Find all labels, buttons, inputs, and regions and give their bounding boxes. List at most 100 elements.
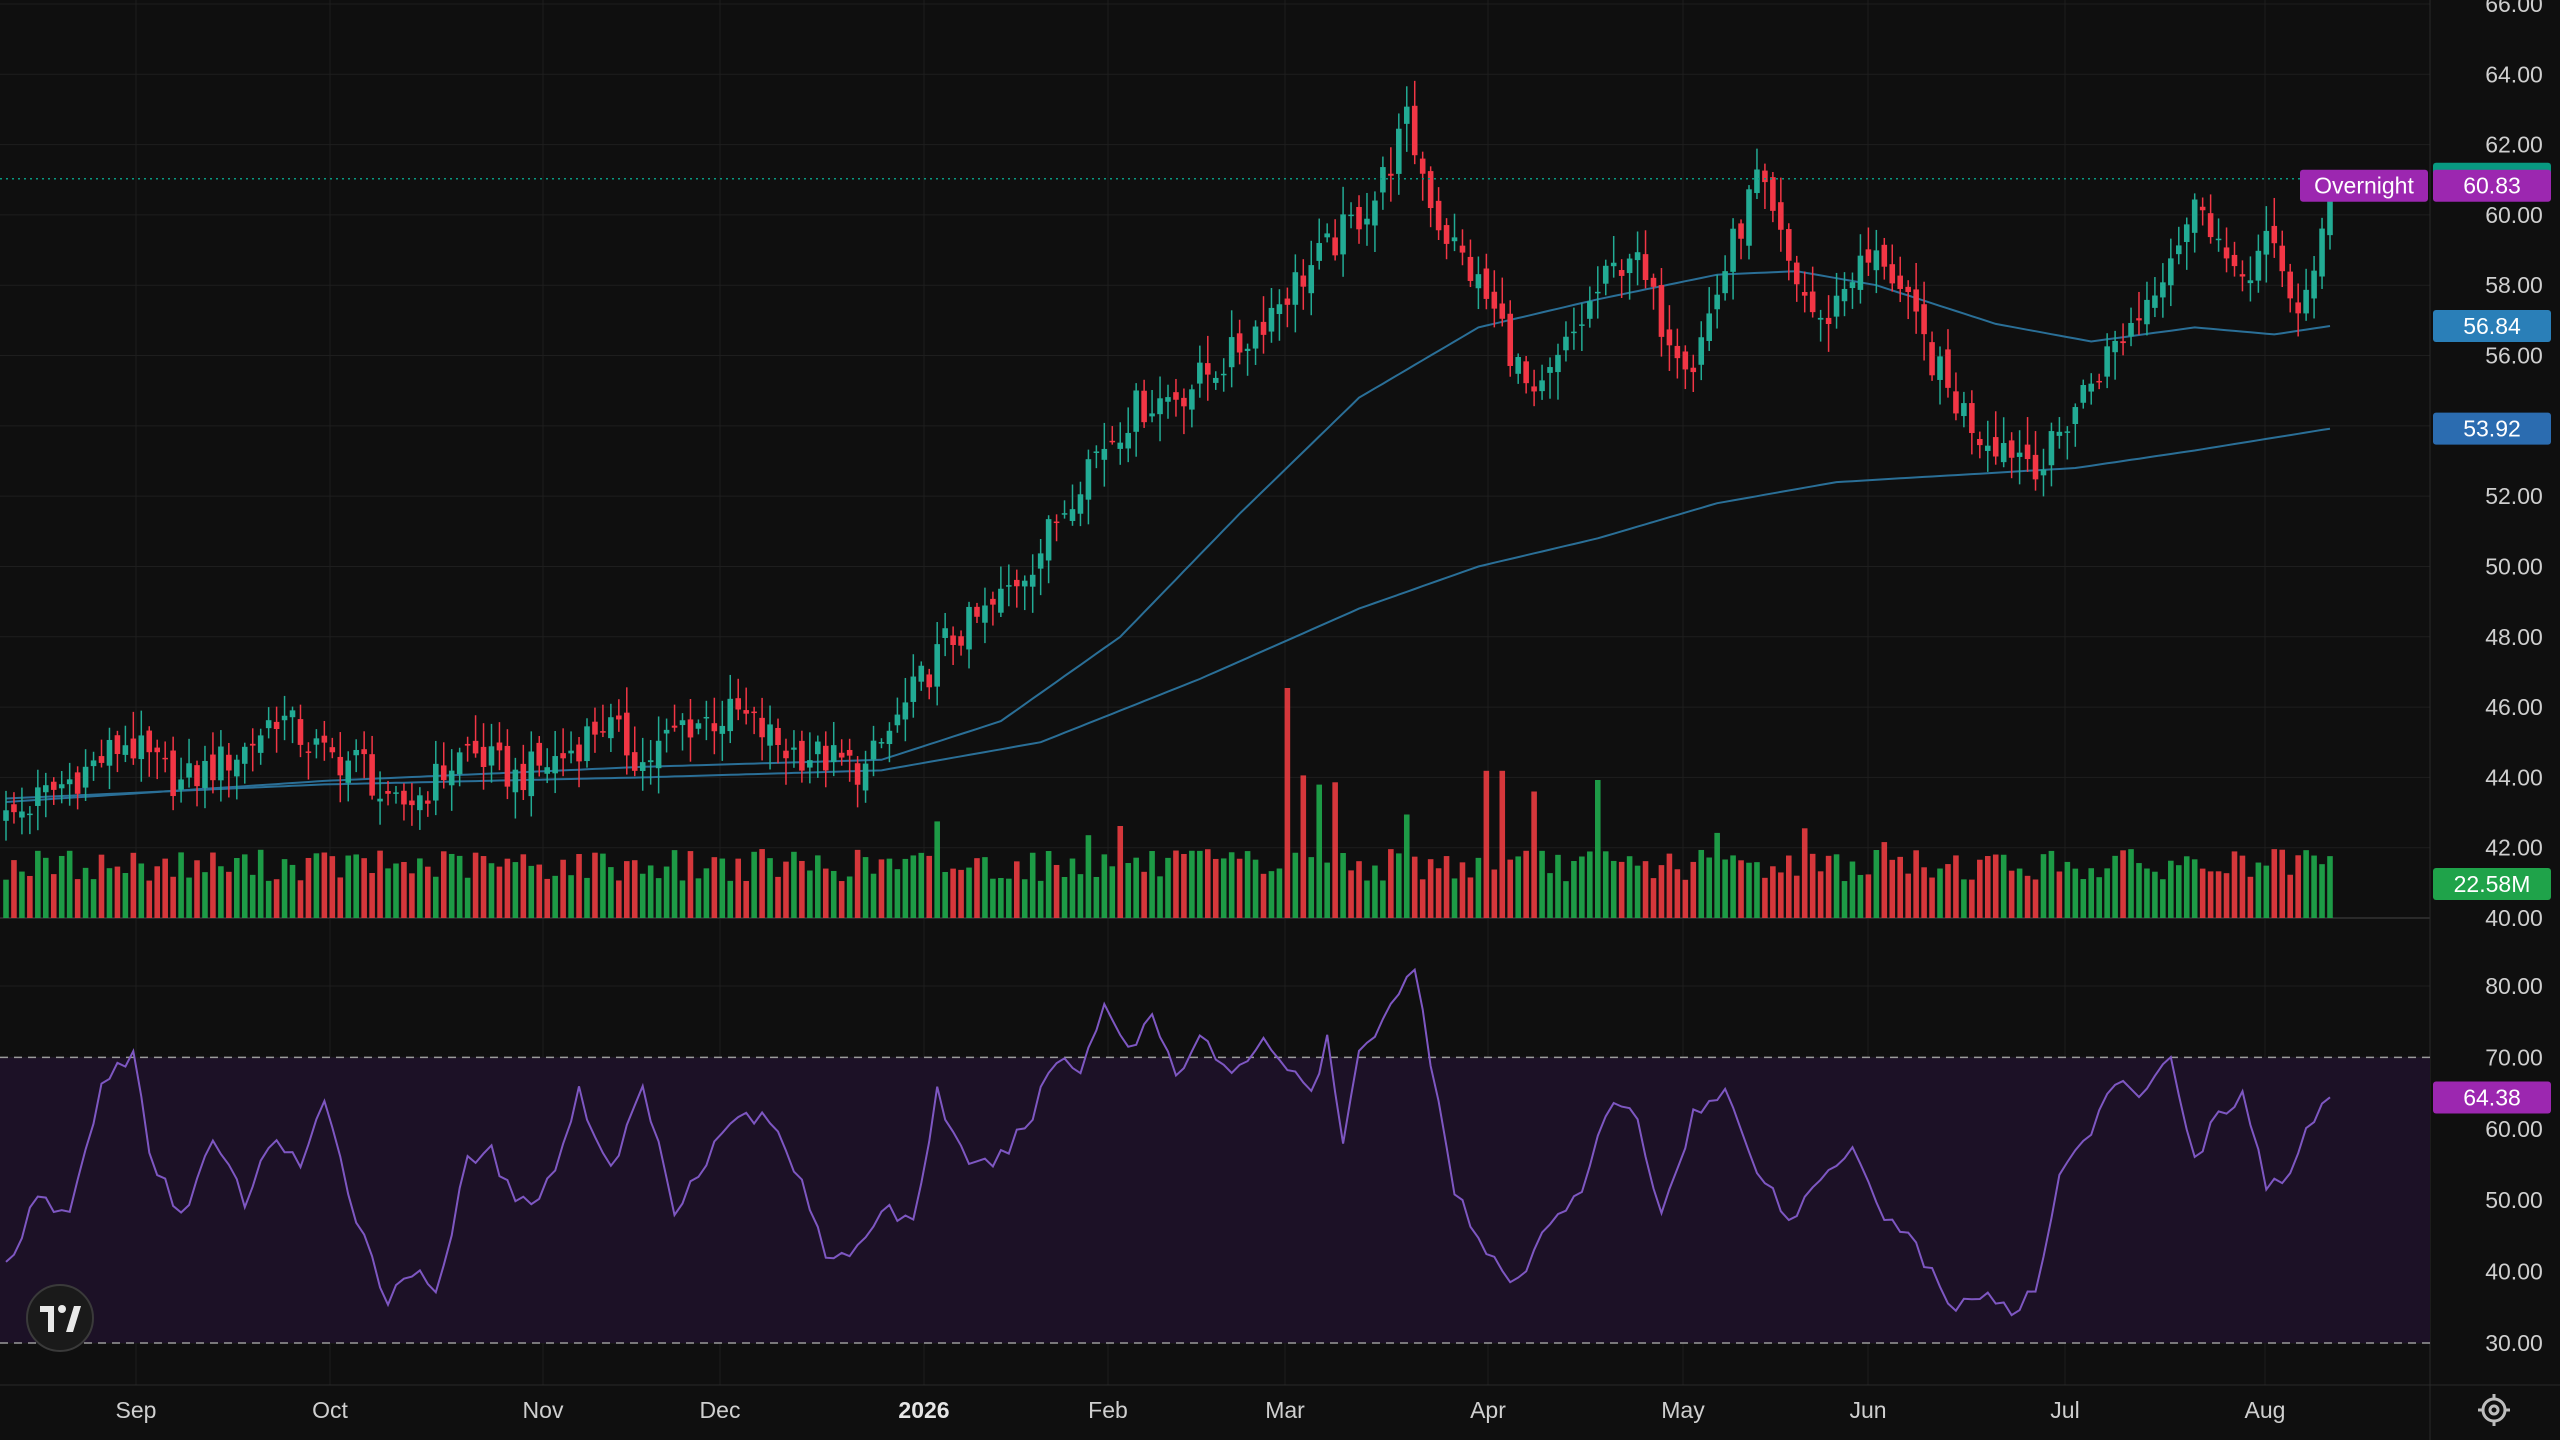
time-tick-label: 2026 [898, 1397, 949, 1423]
ma-long-tag-bg [2433, 412, 2551, 445]
candle-body [1403, 106, 1410, 124]
volume-bar [1587, 851, 1593, 918]
volume-bar [130, 852, 137, 918]
volume-bar [1157, 876, 1163, 918]
candle-body [1316, 243, 1323, 261]
volume-bar [727, 880, 734, 918]
volume-bar [2048, 850, 2055, 918]
candle-body [241, 746, 248, 764]
volume-bar [870, 873, 877, 918]
volume-bar [2040, 854, 2047, 918]
candle-body [1507, 313, 1514, 366]
volume-bar [1260, 873, 1267, 918]
volume-bar [1029, 852, 1036, 918]
candle-body [456, 752, 463, 775]
candle-body [472, 740, 479, 754]
candle-body [496, 742, 503, 751]
rsi-tick-label: 40.00 [2485, 1259, 2543, 1285]
volume-bar [1682, 879, 1689, 918]
candle-body [2263, 230, 2270, 255]
candle-body [735, 698, 742, 710]
volume-bar [82, 867, 89, 918]
candle-body [1610, 262, 1617, 267]
candle-body [170, 750, 176, 797]
volume-bar [170, 876, 176, 918]
time-axis[interactable]: Sep Oct Nov Dec 2026 Feb Mar Apr May Jun Jul Aug [116, 1397, 2286, 1423]
volume-bar [226, 871, 232, 918]
candle-body [1634, 252, 1641, 261]
candle-body [1778, 202, 1784, 230]
candle-body [791, 747, 797, 750]
candle-body [2088, 383, 2095, 392]
volume-bar [1189, 850, 1195, 918]
volume-bar [838, 881, 845, 918]
volume-bar [1555, 854, 1561, 918]
candle-body [2183, 224, 2190, 243]
volume-bar [767, 858, 773, 918]
volume-bar [448, 853, 455, 918]
overnight-price-tag: 60.83 [2463, 173, 2521, 199]
candle-body [2271, 225, 2278, 244]
candle-body [337, 756, 344, 776]
volume-bar [1348, 870, 1354, 918]
time-tick-label: Sep [116, 1397, 157, 1423]
candle-body [257, 735, 264, 753]
volume-bar [1722, 859, 1728, 918]
candle-body [512, 769, 519, 793]
volume-bar [50, 874, 57, 918]
price-tick-label: 52.00 [2485, 483, 2543, 509]
candle-body [464, 743, 471, 746]
volume-bar [313, 853, 320, 918]
candle-body [1905, 286, 1911, 292]
candle-body [966, 606, 972, 650]
candle-body [1921, 304, 1927, 335]
candle-body [1977, 438, 1983, 446]
volume-bar [1435, 868, 1442, 918]
price-tick-label: 50.00 [2485, 553, 2543, 579]
volume-bar [480, 856, 487, 918]
volume-bar [1571, 861, 1577, 918]
volume-bar [711, 857, 718, 918]
volume-bar [1642, 861, 1649, 918]
volume-bar [902, 858, 909, 918]
volume-bar [592, 852, 598, 918]
volume-bar [2279, 849, 2286, 918]
candle-body [1579, 324, 1585, 326]
volume-bar [552, 875, 558, 918]
candle-body [990, 598, 996, 605]
volume-bar [2008, 870, 2015, 918]
price-tick-label: 44.00 [2485, 764, 2543, 790]
volume-bar [329, 856, 336, 918]
volume-bar [1539, 850, 1545, 918]
volume-bar [807, 870, 813, 918]
candle-body [552, 756, 558, 774]
volume-bar [942, 871, 948, 918]
volume-bar [1833, 854, 1840, 918]
volume-bar [1459, 862, 1466, 918]
volume-bar [2056, 871, 2063, 918]
volume-bar [639, 873, 646, 918]
candle-body [1547, 367, 1553, 373]
volume-bar [1372, 865, 1378, 918]
candle-body [1746, 189, 1752, 246]
gear-icon[interactable] [2478, 1394, 2510, 1426]
candle-body [249, 743, 256, 746]
volume-bar [1053, 864, 1060, 918]
volume-bar [2152, 871, 2158, 918]
volume-bar [1149, 851, 1155, 918]
volume-bar [74, 879, 81, 918]
candle-body [2080, 385, 2087, 403]
candle-body [2008, 440, 2015, 458]
volume-bar [1228, 852, 1235, 918]
candle-body [1189, 389, 1195, 410]
candle-body [1284, 298, 1291, 305]
candle-body [1435, 200, 1442, 231]
volume-bar [1849, 861, 1856, 918]
volume-bar [2104, 868, 2110, 918]
candle-body [58, 784, 65, 789]
tradingview-logo[interactable] [26, 1284, 94, 1352]
volume-bar [1897, 856, 1904, 918]
